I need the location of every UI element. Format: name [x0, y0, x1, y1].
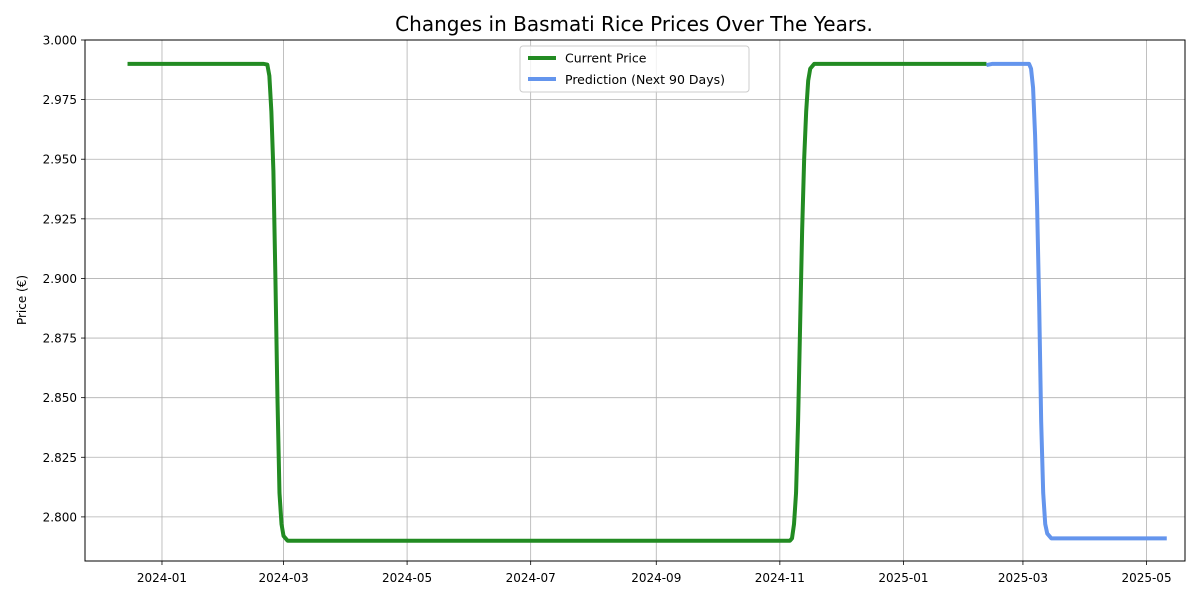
x-tick-label: 2024-07	[506, 571, 556, 585]
y-axis-label: Price (€)	[15, 275, 29, 325]
x-axis-ticks: 2024-01 2024-03 2024-05 2024-07 2024-09 2024-…	[137, 561, 1172, 585]
x-tick-label: 2025-03	[998, 571, 1048, 585]
legend-box	[519, 45, 750, 93]
x-tick-label: 2024-03	[258, 571, 308, 585]
legend-label-prediction: Prediction (Next 90 Days)	[565, 72, 725, 87]
y-tick-label: 2.925	[43, 212, 77, 226]
y-tick-label: 2.900	[43, 272, 77, 286]
y-tick-label: 2.950	[43, 153, 77, 167]
legend-label-current-price: Current Price	[565, 51, 647, 66]
series-line-current-price	[127, 61, 987, 543]
x-tick-label: 2024-11	[755, 571, 805, 585]
plot-frame	[84, 39, 1186, 562]
x-tick-label: 2024-09	[631, 571, 681, 585]
y-tick-label: 2.800	[43, 510, 77, 524]
x-tick-label: 2024-05	[382, 571, 432, 585]
x-tick-label: 2025-01	[878, 571, 928, 585]
x-tick-label: 2024-01	[137, 571, 187, 585]
y-axis-ticks: 2.800 2.825 2.850 2.875 2.900 2.925 2.950 2.975…	[43, 34, 85, 524]
x-tick-label: 2025-05	[1121, 571, 1171, 585]
series-lines	[127, 61, 1167, 543]
y-tick-label: 2.975	[43, 93, 77, 107]
y-tick-label: 2.825	[43, 451, 77, 465]
y-tick-label: 2.875	[43, 332, 77, 346]
gridlines	[85, 39, 1185, 561]
y-tick-label: 2.850	[43, 391, 77, 405]
legend: Current Price Prediction (Next 90 Days)	[519, 45, 750, 93]
series-line-prediction-next-90-days	[986, 61, 1167, 541]
y-tick-label: 3.000	[43, 34, 77, 48]
chart-title: Changes in Basmati Rice Prices Over The …	[395, 12, 873, 36]
